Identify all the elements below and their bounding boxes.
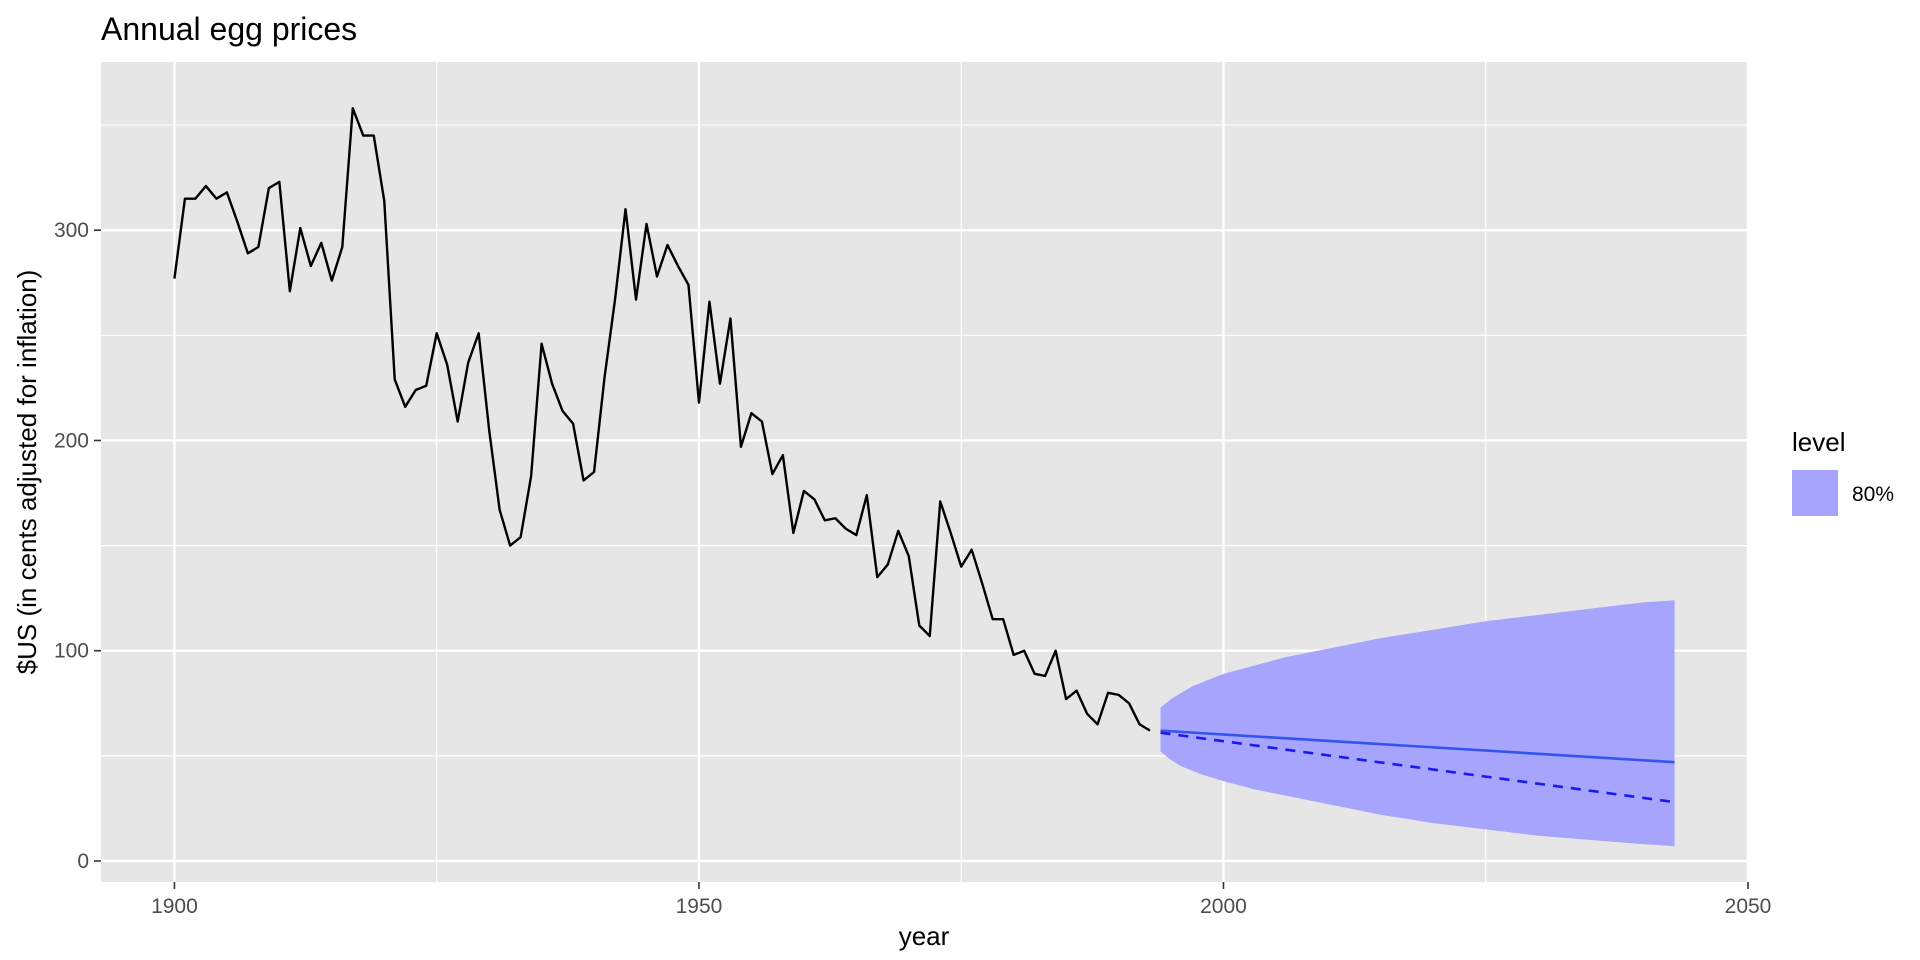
legend-title: level [1792, 427, 1845, 457]
y-tick-label: 100 [54, 640, 89, 663]
axis-ticks [94, 229, 1749, 889]
x-tick-label: 1900 [151, 895, 198, 918]
grid-minor [101, 62, 1748, 882]
x-tick-label: 2000 [1200, 895, 1247, 918]
y-tick-labels: 0 100 200 300 [54, 219, 89, 873]
line-layer [173, 107, 1675, 804]
forecast-median-line [1160, 731, 1675, 804]
x-tick-label: 1950 [676, 895, 723, 918]
y-tick-label: 0 [77, 850, 89, 873]
y-tick-label: 300 [54, 219, 89, 242]
y-tick-label: 200 [54, 429, 89, 452]
x-tick-label: 2050 [1725, 895, 1772, 918]
forecast-mean-line [1160, 729, 1675, 764]
observed-series-line [173, 107, 1151, 732]
x-tick-labels: 1900 1950 2000 2050 [151, 895, 1771, 918]
x-axis-title: year [899, 921, 950, 951]
chart-title: Annual egg prices [101, 11, 357, 47]
legend-swatch [1792, 470, 1838, 516]
legend-label: 80% [1852, 483, 1894, 506]
interval-layer [1160, 600, 1675, 847]
y-axis-title: $US (in cents adjusted for inflation) [12, 270, 42, 675]
forecast-interval-80 [1160, 600, 1675, 847]
legend: level 80% [1792, 427, 1894, 516]
